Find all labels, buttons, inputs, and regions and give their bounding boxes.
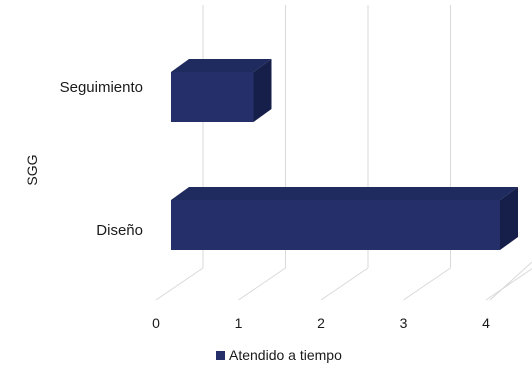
bar (171, 59, 272, 122)
legend-label: Atendido a tiempo (229, 347, 342, 363)
bar (171, 187, 518, 250)
legend-swatch (216, 351, 225, 360)
x-tick-label: 2 (317, 315, 325, 331)
gridline-floor (155, 267, 204, 301)
bar-side-face (253, 59, 272, 122)
gridlines (155, 5, 532, 301)
y-axis-title: SGG (24, 154, 40, 185)
gridline-floor (485, 268, 532, 301)
bar-front-face (171, 200, 500, 250)
category-label: Diseño (96, 222, 143, 239)
category-label: Seguimiento (60, 79, 143, 96)
x-tick-label: 1 (235, 315, 243, 331)
x-tick-label: 0 (152, 315, 160, 331)
bars (171, 59, 518, 250)
gridline-floor (489, 261, 532, 301)
bar-side-face (500, 187, 518, 250)
x-tick-label: 4 (482, 315, 490, 331)
bar-front-face (171, 72, 254, 122)
gridline-floor (238, 267, 286, 301)
category-labels: Seguimiento Diseño (60, 79, 143, 239)
x-tick-labels: 0 1 2 3 4 (152, 315, 490, 331)
bar-top-face (171, 59, 272, 72)
bar-top-face (171, 187, 518, 200)
gridline-floor (403, 267, 451, 301)
legend: Atendido a tiempo (216, 347, 342, 363)
x-tick-label: 3 (400, 315, 408, 331)
gridline-floor (320, 267, 369, 301)
